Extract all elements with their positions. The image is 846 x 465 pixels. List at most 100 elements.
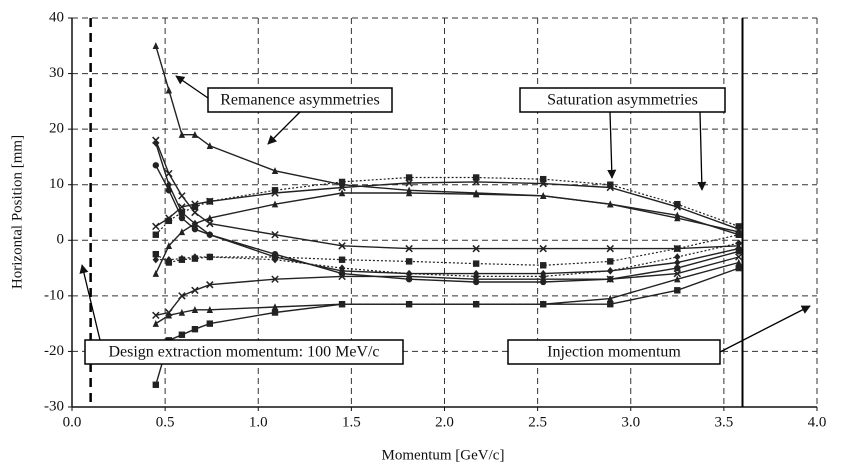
marker [472, 178, 480, 186]
x-tick-label: 2.5 [528, 414, 547, 430]
plot-area [89, 18, 744, 407]
marker [178, 254, 186, 263]
marker [539, 275, 547, 283]
marker [540, 300, 547, 308]
marker [674, 264, 681, 272]
marker [607, 267, 614, 275]
annotation-box [519, 87, 726, 113]
marker [206, 306, 214, 313]
marker [674, 258, 681, 267]
marker [674, 275, 681, 283]
marker [607, 294, 614, 302]
annotation: Design extraction momentum: 100 MeV/c [108, 344, 379, 361]
marker [178, 214, 186, 222]
marker [338, 300, 346, 308]
marker [606, 183, 614, 192]
marker [607, 200, 614, 208]
marker [152, 269, 160, 277]
marker [206, 214, 214, 222]
x-tick-label: 0.5 [156, 414, 175, 430]
series-line [155, 261, 739, 325]
marker [191, 208, 199, 217]
marker [735, 264, 742, 272]
series-line [155, 142, 739, 275]
x-tick-label: 4.0 [808, 414, 827, 430]
marker [405, 258, 413, 265]
marker [674, 200, 681, 208]
y-tick-label: 10 [49, 176, 64, 192]
marker [472, 275, 480, 283]
marker [152, 42, 160, 49]
x-tick-label: 3.0 [621, 414, 640, 430]
series-line [155, 140, 739, 250]
annotation-box [84, 339, 404, 365]
x-tick-label: 3.5 [715, 414, 734, 430]
marker [472, 174, 480, 181]
marker [271, 189, 279, 197]
series-line [155, 192, 740, 274]
marker [152, 139, 160, 147]
marker [607, 300, 614, 308]
marker [735, 239, 742, 247]
series-line [155, 181, 740, 230]
marker [191, 203, 199, 211]
marker [178, 308, 186, 316]
marker [271, 309, 279, 316]
marker [178, 228, 186, 236]
marker [178, 209, 186, 216]
marker [271, 167, 279, 175]
annotation: Injection momentum [547, 344, 681, 361]
marker [607, 181, 614, 188]
y-axis-label: Horizontal Position [mm] [9, 135, 25, 289]
marker [178, 331, 186, 338]
x-tick-label: 1.0 [249, 414, 268, 430]
y-tick-label: 30 [49, 65, 64, 81]
marker [206, 142, 214, 150]
y-tick-label: 0 [57, 232, 65, 248]
marker [271, 256, 279, 264]
marker [338, 178, 346, 186]
marker [165, 242, 173, 250]
y-tick-label: 40 [49, 9, 64, 25]
marker [178, 203, 186, 211]
marker [191, 286, 199, 295]
annotation-box [207, 87, 393, 113]
marker [178, 192, 186, 200]
marker [206, 253, 214, 261]
marker [191, 225, 199, 233]
marker [735, 225, 743, 233]
marker [405, 179, 413, 187]
series-line [155, 267, 740, 385]
marker [405, 189, 413, 197]
marker [540, 262, 547, 269]
marker [674, 253, 681, 261]
annotation-arrow [697, 111, 707, 191]
marker [191, 219, 199, 227]
marker [607, 258, 614, 265]
marker [405, 300, 413, 308]
marker [271, 303, 279, 311]
annotation: Remanence asymmetries [220, 92, 380, 109]
marker [271, 275, 279, 283]
marker [405, 174, 413, 181]
marker [191, 306, 199, 313]
marker [165, 256, 173, 264]
marker [152, 222, 160, 231]
annotation-arrow [175, 75, 209, 99]
annotation-arrow [719, 305, 811, 353]
marker [338, 272, 346, 281]
marker [271, 200, 279, 208]
marker [152, 250, 160, 258]
marker [165, 86, 173, 94]
marker [206, 281, 214, 289]
annotation-arrow [79, 264, 101, 341]
marker [271, 187, 279, 194]
marker [206, 320, 214, 327]
marker [152, 381, 160, 388]
marker [539, 179, 547, 188]
marker [673, 269, 682, 278]
x-axis-label: Momentum [GeV/c] [382, 447, 505, 463]
annotation-arrow [607, 111, 617, 179]
